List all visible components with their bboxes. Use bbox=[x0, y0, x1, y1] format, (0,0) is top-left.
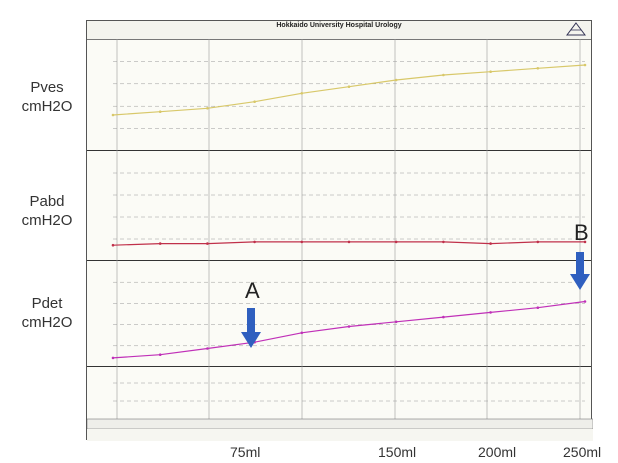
pdet-point-0 bbox=[111, 356, 115, 360]
volume-label-250: 250ml bbox=[563, 444, 602, 460]
pabd-point-8 bbox=[489, 242, 492, 245]
chart-footer bbox=[87, 429, 593, 441]
pdet-point-8 bbox=[489, 311, 492, 314]
annotation-b: B bbox=[574, 220, 589, 245]
pabd-point-7 bbox=[442, 240, 445, 244]
pdet-point-1 bbox=[158, 353, 162, 357]
pves-unit: cmH2O bbox=[21, 98, 73, 115]
pves-point-1 bbox=[158, 110, 162, 113]
pdet-unit: cmH2O bbox=[21, 314, 73, 331]
pves-point-10 bbox=[583, 63, 587, 67]
volume-label-200: 200ml bbox=[478, 444, 517, 460]
pves-point-5 bbox=[347, 85, 351, 88]
urodynamic-chart: Hokkaido University Hospital Urology bbox=[86, 20, 593, 441]
pdet-point-2 bbox=[206, 347, 209, 350]
time-axis bbox=[87, 418, 593, 430]
pves-series-line bbox=[112, 64, 586, 116]
pabd-unit: cmH2O bbox=[21, 212, 73, 229]
pabd-point-3 bbox=[253, 240, 256, 244]
grid-lines bbox=[113, 39, 585, 419]
volume-label-75: 75ml bbox=[230, 444, 261, 460]
pabd-point-4 bbox=[300, 240, 304, 244]
series-points bbox=[111, 63, 587, 360]
pves-label: Pves cmH2O bbox=[10, 78, 84, 116]
pabd-point-2 bbox=[206, 242, 209, 245]
pdet-point-6 bbox=[394, 320, 398, 324]
series-lines bbox=[112, 64, 586, 359]
pdet-name: Pdet bbox=[31, 295, 63, 312]
pabd-band bbox=[87, 151, 591, 261]
pabd-point-0 bbox=[111, 243, 115, 247]
hospital-logo-icon bbox=[566, 22, 586, 36]
pves-point-7 bbox=[442, 73, 445, 77]
annotation-a: A bbox=[245, 278, 260, 303]
pdet-band bbox=[87, 261, 591, 367]
chart-header: Hokkaido University Hospital Urology bbox=[87, 21, 591, 40]
pves-point-6 bbox=[394, 78, 398, 82]
arrow-b-icon bbox=[570, 252, 590, 290]
pabd-point-5 bbox=[347, 240, 351, 244]
hospital-title: Hokkaido University Hospital Urology bbox=[276, 22, 402, 29]
pabd-point-6 bbox=[394, 240, 398, 244]
pves-point-4 bbox=[300, 92, 304, 95]
pves-band bbox=[87, 39, 591, 151]
pdet-point-10 bbox=[583, 300, 587, 303]
pdet-point-9 bbox=[536, 306, 540, 310]
pdet-series-line bbox=[112, 300, 586, 359]
pabd-point-1 bbox=[158, 242, 162, 245]
pabd-point-9 bbox=[536, 240, 540, 244]
pdet-point-4 bbox=[300, 331, 304, 335]
pves-point-9 bbox=[536, 67, 540, 70]
pves-name: Pves bbox=[30, 79, 64, 96]
pves-point-3 bbox=[253, 100, 256, 103]
pabd-label: Pabd cmH2O bbox=[10, 192, 84, 230]
volume-label-150: 150ml bbox=[378, 444, 417, 460]
pves-point-8 bbox=[489, 70, 492, 73]
pabd-name: Pabd bbox=[29, 193, 65, 210]
plot-area bbox=[87, 39, 593, 441]
pabd-point-10 bbox=[583, 240, 587, 244]
pves-point-0 bbox=[111, 113, 115, 117]
pdet-label: Pdet cmH2O bbox=[10, 294, 84, 332]
arrow-a-icon bbox=[241, 308, 261, 348]
pves-point-2 bbox=[206, 107, 209, 110]
pdet-point-5 bbox=[347, 325, 351, 328]
pdet-point-7 bbox=[442, 315, 445, 319]
